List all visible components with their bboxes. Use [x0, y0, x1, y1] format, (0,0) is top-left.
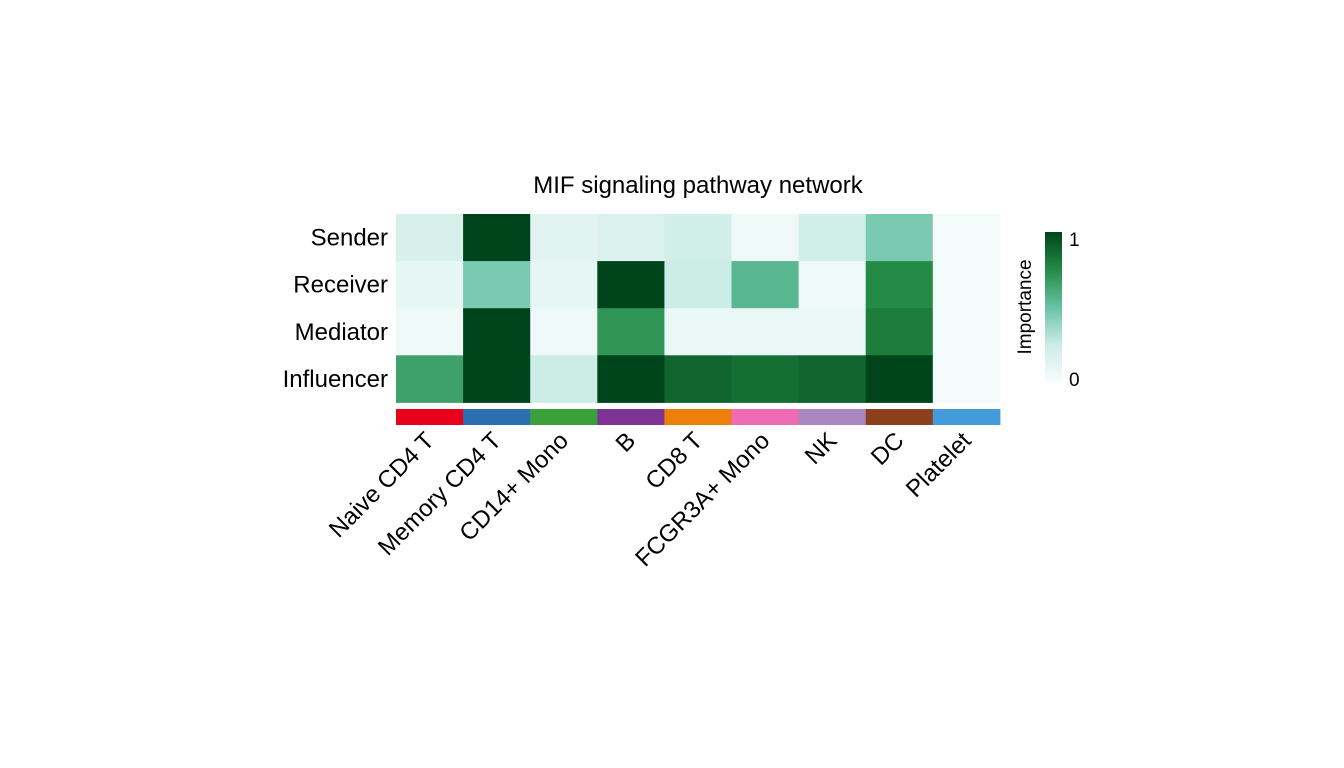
- heatmap-cell: [463, 355, 531, 403]
- legend-max-label: 1: [1069, 230, 1080, 251]
- heatmap-cell: [597, 308, 665, 356]
- heatmap-cell: [731, 355, 800, 403]
- heatmap-cell: [932, 261, 1001, 309]
- heatmap-cell: [731, 214, 800, 262]
- legend-title: Importance: [1015, 259, 1036, 354]
- heatmap-cell: [597, 214, 665, 262]
- legend-gradient-bar: [1045, 232, 1062, 382]
- heatmap-cell: [396, 214, 464, 262]
- cell-type-color-swatch: [597, 409, 665, 425]
- row-labels: Sender Receiver Mediator Influencer: [283, 225, 388, 393]
- heatmap-cell: [664, 261, 732, 309]
- column-label: Platelet: [901, 427, 977, 503]
- cell-type-color-swatch: [798, 409, 867, 425]
- heatmap-cell: [463, 308, 531, 356]
- heatmap-cell: [597, 355, 665, 403]
- row-label: Influencer: [283, 366, 388, 393]
- cell-type-color-bar: [396, 409, 1001, 425]
- cell-type-color-swatch: [664, 409, 732, 425]
- heatmap-cell: [932, 214, 1001, 262]
- heatmap-cell: [865, 308, 934, 356]
- heatmap-cell: [597, 261, 665, 309]
- cell-type-color-swatch: [932, 409, 1001, 425]
- heatmap-cell: [932, 355, 1001, 403]
- heatmap-cells: [396, 214, 1001, 403]
- heatmap-cell: [396, 308, 464, 356]
- cell-type-color-swatch: [530, 409, 598, 425]
- heatmap-cell: [396, 261, 464, 309]
- heatmap-cell: [798, 261, 867, 309]
- heatmap-cell: [865, 355, 934, 403]
- heatmap-cell: [530, 355, 598, 403]
- cell-type-color-swatch: [865, 409, 934, 425]
- row-label: Mediator: [295, 319, 388, 346]
- cell-type-color-swatch: [396, 409, 464, 425]
- color-legend: 1 0 Importance: [1015, 230, 1080, 391]
- heatmap-cell: [798, 355, 867, 403]
- heatmap-cell: [798, 308, 867, 356]
- cell-type-color-swatch: [463, 409, 531, 425]
- heatmap-cell: [865, 261, 934, 309]
- heatmap-cell: [932, 308, 1001, 356]
- heatmap-cell: [731, 261, 800, 309]
- heatmap-cell: [530, 261, 598, 309]
- heatmap-cell: [798, 214, 867, 262]
- heatmap-cell: [664, 214, 732, 262]
- heatmap-cell: [731, 308, 800, 356]
- heatmap-cell: [396, 355, 464, 403]
- column-label: NK: [800, 427, 843, 470]
- heatmap-cell: [463, 261, 531, 309]
- row-label: Sender: [311, 225, 388, 252]
- row-label: Receiver: [293, 272, 388, 299]
- legend-min-label: 0: [1069, 370, 1080, 391]
- heatmap-cell: [530, 308, 598, 356]
- heatmap-cell: [664, 355, 732, 403]
- chart-title: MIF signaling pathway network: [533, 172, 863, 199]
- heatmap-cell: [664, 308, 732, 356]
- heatmap-cell: [463, 214, 531, 262]
- cell-type-color-swatch: [731, 409, 800, 425]
- column-label: DC: [866, 427, 910, 471]
- heatmap-cell: [530, 214, 598, 262]
- column-label: B: [611, 427, 641, 457]
- heatmap-cell: [865, 214, 934, 262]
